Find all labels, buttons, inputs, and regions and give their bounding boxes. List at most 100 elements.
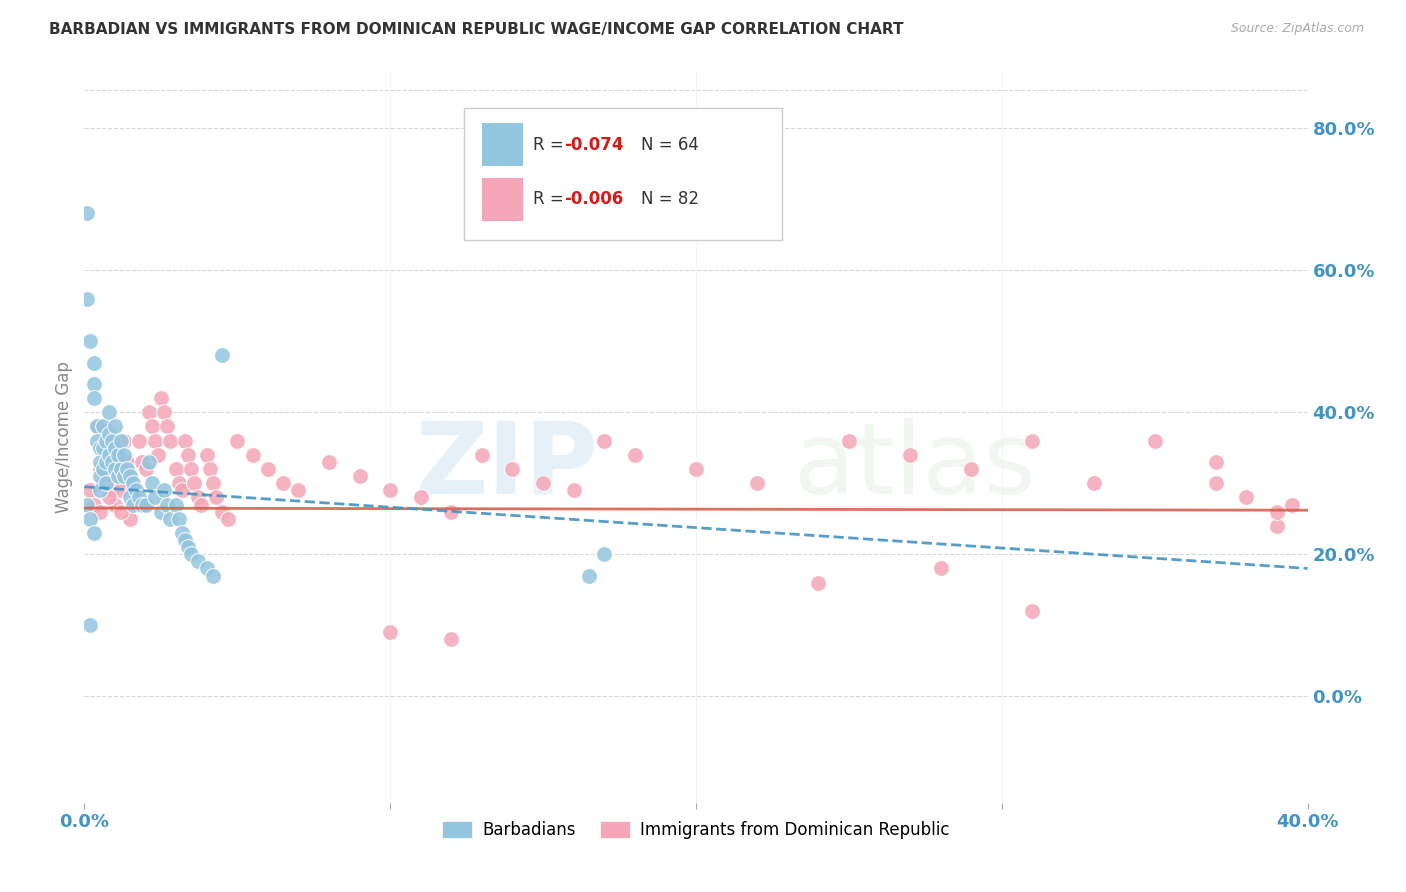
Point: [143, 434, 166, 448]
Point: [94, 476, 117, 491]
Point: [211, 505, 233, 519]
Point: [226, 434, 249, 448]
Point: [101, 434, 124, 448]
Point: [112, 469, 135, 483]
Point: [76, 206, 98, 220]
Point: [149, 505, 172, 519]
Point: [380, 625, 402, 640]
Point: [128, 434, 150, 448]
Point: [135, 498, 157, 512]
Text: BARBADIAN VS IMMIGRANTS FROM DOMINICAN REPUBLIC WAGE/INCOME GAP CORRELATION CHAR: BARBADIAN VS IMMIGRANTS FROM DOMINICAN R…: [49, 22, 904, 37]
Point: [120, 491, 142, 505]
FancyBboxPatch shape: [482, 178, 523, 221]
Point: [195, 561, 218, 575]
Point: [159, 512, 181, 526]
Point: [89, 505, 111, 519]
Point: [960, 462, 983, 476]
Point: [440, 632, 463, 647]
Point: [83, 498, 105, 512]
Point: [107, 448, 129, 462]
Text: N = 82: N = 82: [641, 190, 699, 209]
Point: [440, 505, 463, 519]
Point: [104, 462, 127, 476]
Point: [83, 525, 105, 540]
Point: [1021, 434, 1043, 448]
Point: [838, 434, 860, 448]
Point: [1021, 604, 1043, 618]
Point: [101, 455, 124, 469]
Point: [110, 462, 132, 476]
Point: [156, 498, 179, 512]
Legend: Barbadians, Immigrants from Dominican Republic: Barbadians, Immigrants from Dominican Re…: [436, 814, 956, 846]
Point: [167, 476, 190, 491]
Point: [183, 476, 205, 491]
Point: [122, 483, 145, 498]
Point: [86, 419, 108, 434]
Point: [97, 448, 120, 462]
Point: [471, 448, 494, 462]
Point: [91, 462, 114, 476]
Point: [89, 441, 111, 455]
Point: [79, 334, 101, 349]
Point: [1143, 434, 1166, 448]
Point: [1205, 455, 1227, 469]
FancyBboxPatch shape: [482, 123, 523, 166]
Point: [201, 568, 224, 582]
Point: [112, 448, 135, 462]
Point: [807, 575, 830, 590]
Point: [94, 448, 117, 462]
Point: [97, 491, 120, 505]
Text: R =: R =: [533, 136, 569, 153]
Point: [1205, 476, 1227, 491]
Text: R =: R =: [533, 190, 569, 209]
Point: [174, 533, 197, 547]
Point: [104, 455, 127, 469]
Point: [146, 448, 169, 462]
Point: [172, 525, 194, 540]
Point: [195, 448, 218, 462]
Text: Source: ZipAtlas.com: Source: ZipAtlas.com: [1230, 22, 1364, 36]
Point: [110, 483, 132, 498]
Point: [131, 498, 153, 512]
Point: [242, 448, 264, 462]
Point: [349, 469, 371, 483]
Point: [1236, 491, 1258, 505]
Point: [97, 469, 120, 483]
Point: [91, 476, 114, 491]
Point: [271, 476, 294, 491]
FancyBboxPatch shape: [464, 108, 782, 240]
Point: [112, 434, 135, 448]
Point: [153, 405, 176, 419]
Text: ZIP: ZIP: [415, 417, 598, 515]
Point: [89, 462, 111, 476]
Point: [79, 618, 101, 632]
Point: [929, 561, 952, 575]
Point: [205, 491, 228, 505]
Point: [120, 469, 142, 483]
Point: [104, 498, 127, 512]
Point: [94, 434, 117, 448]
Point: [107, 469, 129, 483]
Point: [180, 462, 202, 476]
Point: [257, 462, 280, 476]
Point: [165, 462, 187, 476]
Point: [165, 498, 187, 512]
Point: [104, 441, 127, 455]
Point: [180, 547, 202, 561]
Point: [593, 547, 616, 561]
Point: [747, 476, 769, 491]
Point: [76, 292, 98, 306]
Point: [1083, 476, 1105, 491]
Point: [502, 462, 524, 476]
Point: [138, 455, 160, 469]
Point: [76, 498, 98, 512]
Point: [1265, 505, 1288, 519]
Point: [141, 476, 163, 491]
Point: [1281, 498, 1303, 512]
Point: [149, 391, 172, 405]
Point: [217, 512, 239, 526]
Point: [83, 376, 105, 391]
Point: [110, 505, 132, 519]
Point: [120, 512, 142, 526]
Point: [97, 426, 120, 441]
